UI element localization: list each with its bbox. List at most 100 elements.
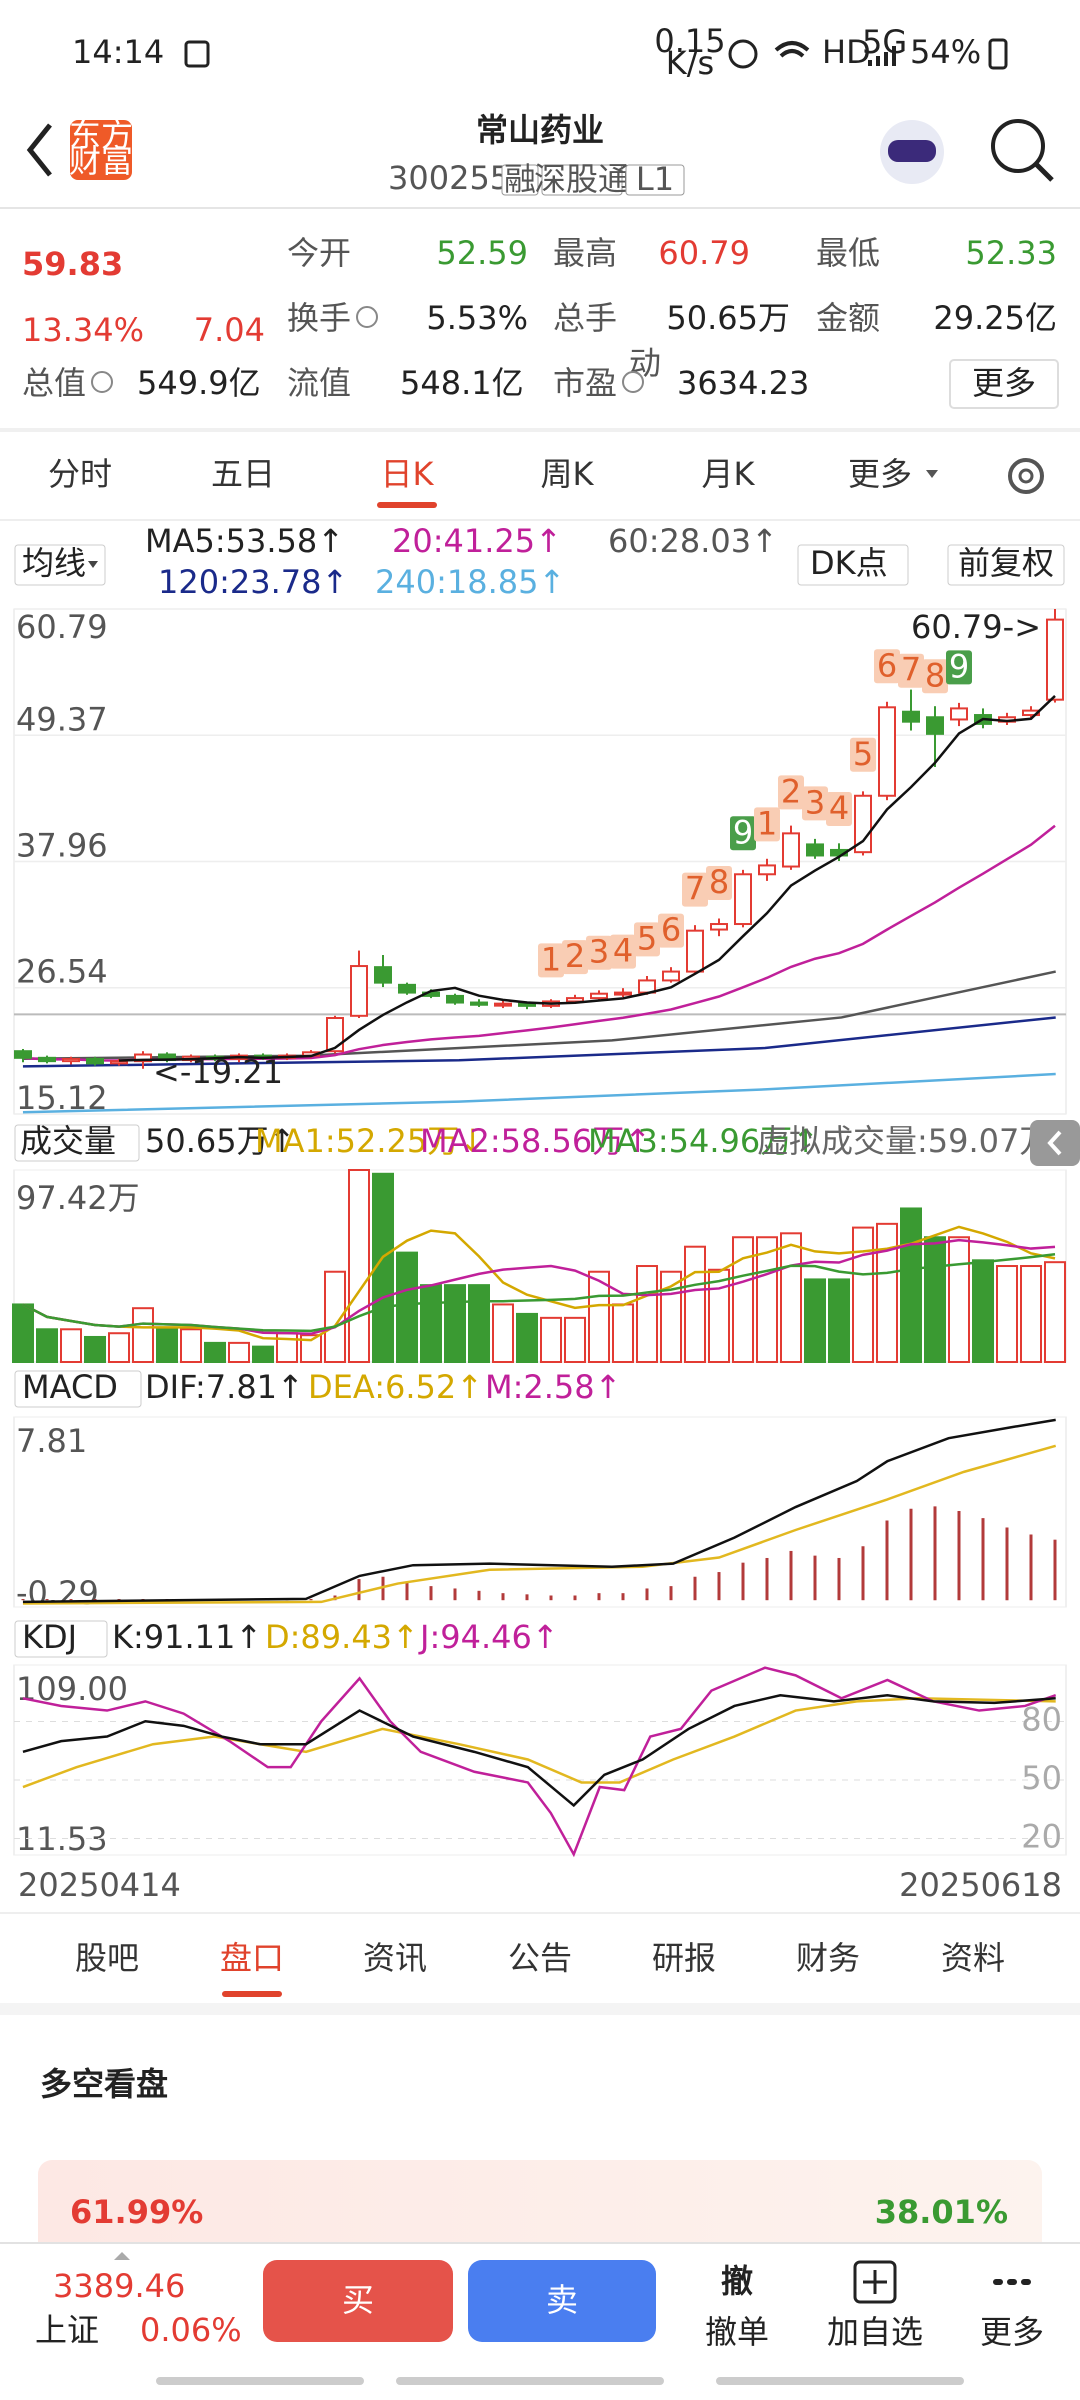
volume-bar (1044, 1261, 1066, 1363)
watch-icon[interactable] (853, 2260, 897, 2304)
dk-button[interactable] (797, 544, 909, 586)
volume-bar (492, 1303, 514, 1364)
macd-button[interactable] (14, 1370, 142, 1408)
candle-body (86, 1057, 104, 1065)
ma120-line (22, 1016, 1056, 1068)
j-line (22, 1666, 1057, 1858)
settings-button[interactable] (1008, 458, 1044, 494)
ma-button[interactable] (14, 544, 106, 586)
cancel-icon[interactable]: 撤 (721, 2262, 753, 2300)
change: 7.04 (194, 311, 265, 349)
period-tab[interactable]: 日K (381, 455, 435, 493)
volume-bar (684, 1245, 706, 1364)
volume-bar (324, 1270, 346, 1363)
dk-label: DK点 (810, 544, 888, 582)
ma-button-label: 均线 (22, 544, 86, 582)
bottom-tab[interactable]: 研报 (652, 1939, 716, 1977)
vol-ma-line (22, 1225, 1056, 1342)
sell-button[interactable] (468, 2260, 656, 2342)
td-box (802, 786, 828, 821)
td-label: 5 (637, 919, 657, 957)
td-label: 5 (853, 735, 873, 773)
collapse-arrow (1047, 1130, 1062, 1156)
field-value: 29.25亿 (933, 299, 1057, 337)
y-tick-label: 7.81 (16, 1422, 87, 1460)
adjust-label: 前复权 (958, 544, 1054, 582)
volume-button[interactable] (14, 1124, 140, 1162)
field-label: 最低 (816, 234, 880, 272)
candle-body (854, 794, 872, 854)
index-arrow (114, 2252, 130, 2260)
adjust-button[interactable] (947, 544, 1065, 586)
td-box (778, 775, 804, 810)
bottom-tab[interactable]: 盘口 (220, 1939, 284, 1977)
search-button[interactable] (991, 119, 1045, 173)
candle-body (374, 966, 392, 984)
ma-legend-item: 240:18.85↑ (375, 563, 565, 601)
signal-icon (868, 46, 896, 66)
bottom-tab[interactable]: 资料 (941, 1939, 1005, 1977)
bottom-tab[interactable]: 公告 (508, 1939, 572, 1977)
kdj-button-label: KDJ (22, 1618, 77, 1656)
volume-bar (156, 1328, 178, 1364)
more-button[interactable] (949, 359, 1059, 409)
y2-tick-label: 50 (1021, 1759, 1062, 1797)
footer-more-label[interactable]: 更多 (980, 2313, 1044, 2351)
bottom-tab[interactable]: 资讯 (363, 1939, 427, 1977)
period-tab[interactable]: 分时 (48, 455, 112, 493)
back-button[interactable] (26, 123, 52, 177)
buy-button[interactable] (263, 2260, 453, 2342)
volume-bar (924, 1236, 946, 1364)
td-label: 1 (757, 804, 777, 842)
index-change[interactable]: 0.06% (140, 2311, 242, 2349)
ma5-line (118, 695, 1056, 1062)
td-label: 8 (709, 863, 729, 901)
cancel-label[interactable]: 撤单 (705, 2313, 769, 2351)
ma-legend-item: 120:23.78↑ (158, 563, 348, 601)
volume-bar (828, 1278, 850, 1364)
watch-plus (863, 2270, 887, 2294)
candle-body (926, 716, 944, 735)
watch-label[interactable]: 加自选 (827, 2313, 923, 2351)
period-tab[interactable]: 月K (702, 455, 756, 493)
hd-label: HD (822, 33, 871, 71)
volume-bar (1020, 1265, 1042, 1363)
period-tab[interactable]: 五日 (211, 455, 275, 493)
index-value[interactable]: 3389.46 (53, 2267, 185, 2305)
bottom-tab[interactable]: 股吧 (75, 1939, 139, 1977)
field-label: 换手 (287, 299, 351, 337)
collapse-button[interactable] (1030, 1120, 1080, 1166)
period-tab[interactable]: 周K (541, 455, 595, 493)
bottom-tab[interactable]: 财务 (796, 1939, 860, 1977)
td-label: 3 (805, 783, 825, 821)
d-line (22, 1697, 1056, 1789)
kdj-legend-item: D:89.43↑ (265, 1618, 419, 1656)
ma-legend-item: 60:28.03↑ (608, 522, 778, 560)
volume-bar (852, 1226, 874, 1363)
index-name[interactable]: 上证 (35, 2311, 99, 2349)
volume-bar (204, 1341, 226, 1364)
x-tick-label: 20250414 (18, 1866, 181, 1904)
candle-body (950, 707, 968, 721)
td-label: 2 (565, 937, 585, 975)
bull-ratio: 61.99% (70, 2193, 203, 2231)
more-label: 更多 (972, 364, 1036, 402)
dif-line (22, 1418, 1056, 1604)
td-label: 9 (949, 647, 969, 685)
field-label: 金额 (816, 299, 880, 337)
kdj-button[interactable] (14, 1620, 108, 1658)
ma-legend-item: MA5:53.58↑ (145, 522, 344, 560)
field-value: 5.53% (426, 299, 528, 337)
macd-legend-item: M:2.58↑ (485, 1368, 621, 1406)
settings-hub (1018, 468, 1034, 484)
volume-bar (636, 1265, 658, 1363)
change-pct: 13.34% (22, 311, 144, 349)
period-tab[interactable]: 更多 (848, 455, 912, 493)
tab-indicator (377, 502, 437, 508)
volume-bar (996, 1265, 1018, 1363)
field-label: 今开 (287, 234, 351, 272)
td-box (898, 653, 924, 688)
kdj-legend-item: K:91.11↑ (112, 1618, 262, 1656)
volume-legend-item: MA1:52.25万↓ (255, 1122, 486, 1160)
